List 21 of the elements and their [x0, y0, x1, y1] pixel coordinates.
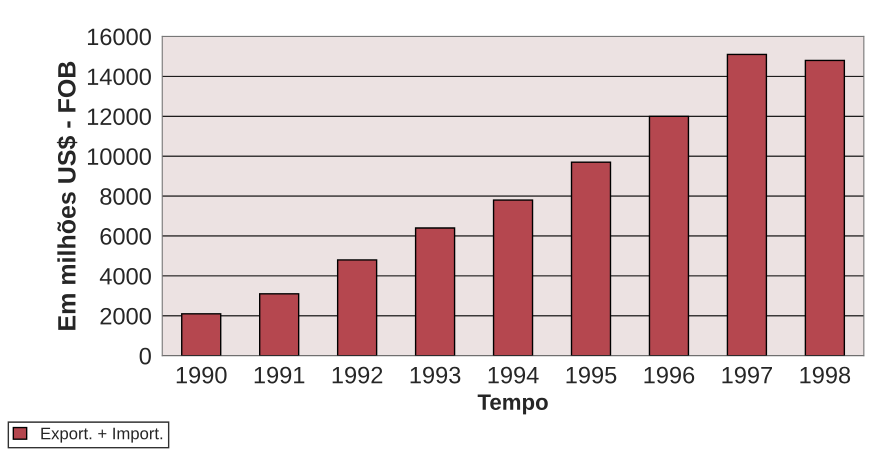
y-tick-label: 4000: [100, 268, 151, 285]
x-tick-label: 1993: [410, 366, 460, 384]
y-tick-label: 14000: [88, 68, 151, 86]
legend-label: Export. + Import.: [41, 428, 162, 443]
x-tick-label: 1996: [644, 366, 694, 384]
y-tick-label: 16000: [88, 28, 151, 46]
y-tick-label: 12000: [88, 108, 151, 126]
x-tick-label: 1994: [488, 366, 539, 384]
x-tick-label: 1998: [800, 366, 850, 384]
y-tick-label: 2000: [100, 308, 151, 325]
x-tick-label: 1997: [722, 366, 772, 384]
x-tick-label: 1990: [176, 366, 227, 384]
x-tick-label: 1991: [254, 366, 304, 384]
y-tick-label: 6000: [100, 228, 151, 245]
y-axis-title: Em milhões US$ - FOB: [56, 62, 78, 330]
x-axis-title: Tempo: [478, 394, 548, 414]
y-tick-label: 0: [140, 348, 151, 364]
y-tick-label: 10000: [88, 148, 151, 165]
x-tick-label: 1995: [566, 366, 616, 384]
y-tick-label: 8000: [100, 188, 151, 205]
x-tick-label: 1992: [332, 366, 382, 384]
